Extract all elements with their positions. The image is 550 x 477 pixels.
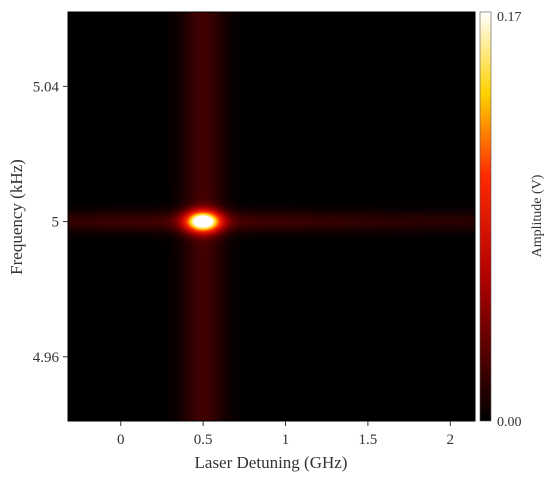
x-tick-label: 1.5 — [359, 432, 378, 448]
x-tick-label: 2 — [447, 432, 455, 448]
x-tick-label: 0 — [117, 432, 125, 448]
y-axis-label: Frequency (kHz) — [7, 159, 26, 275]
x-axis-label: Laser Detuning (GHz) — [195, 453, 348, 472]
x-axis: 0 0.5 1 1.5 2 — [117, 421, 454, 448]
colorbar-title: Amplitude (V) — [530, 174, 545, 257]
y-tick-label: 4.96 — [33, 350, 60, 366]
x-tick-label: 0.5 — [194, 432, 213, 448]
heatmap-plot-area — [67, 11, 476, 422]
heatmap-image — [68, 12, 475, 421]
plot-frame — [67, 11, 476, 422]
y-tick-label: 5 — [52, 215, 60, 231]
y-tick-label: 5.04 — [33, 79, 60, 95]
colorbar-gradient — [479, 11, 492, 422]
y-axis: 5.04 5 4.96 — [33, 79, 68, 366]
x-tick-label: 1 — [282, 432, 290, 448]
colorbar-max-label: 0.17 — [497, 10, 522, 25]
colorbar: 0.17 0.00 Amplitude (V) — [479, 10, 545, 430]
colorbar-min-label: 0.00 — [497, 415, 522, 430]
